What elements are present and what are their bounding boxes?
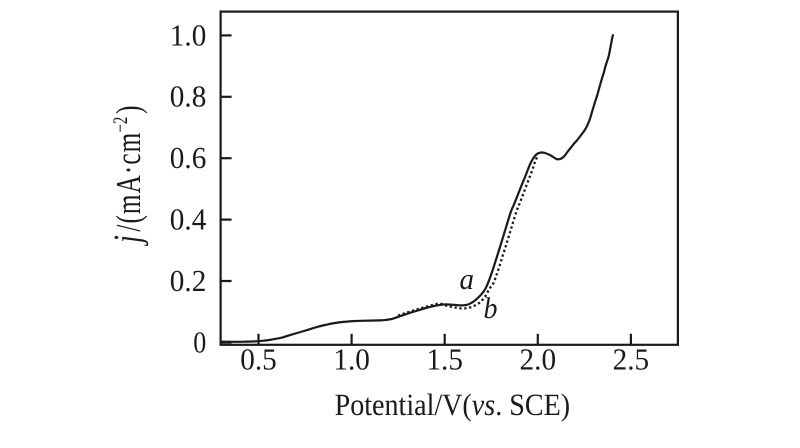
svg-text:a: a xyxy=(460,263,475,296)
svg-text:. SCE): . SCE) xyxy=(495,387,570,422)
svg-text:0.2: 0.2 xyxy=(170,264,207,298)
svg-text:b: b xyxy=(484,292,498,325)
svg-text:): ) xyxy=(110,105,149,113)
svg-text:1.0: 1.0 xyxy=(333,343,370,377)
svg-text:2.5: 2.5 xyxy=(613,343,650,377)
svg-text:1.5: 1.5 xyxy=(426,343,463,377)
svg-text:0.8: 0.8 xyxy=(170,80,207,114)
svg-text:0.4: 0.4 xyxy=(170,203,207,237)
svg-text:2.0: 2.0 xyxy=(520,343,557,377)
svg-text:1.0: 1.0 xyxy=(170,18,207,52)
svg-text:Potential/V(: Potential/V( xyxy=(335,387,472,422)
svg-text:0.6: 0.6 xyxy=(170,141,207,175)
svg-text:−2: −2 xyxy=(108,117,132,133)
svg-text:0: 0 xyxy=(193,325,206,359)
svg-text:vs: vs xyxy=(472,387,495,422)
svg-text:j/(mA·cm: j/(mA·cm xyxy=(105,132,149,247)
svg-text:0.5: 0.5 xyxy=(240,343,277,377)
